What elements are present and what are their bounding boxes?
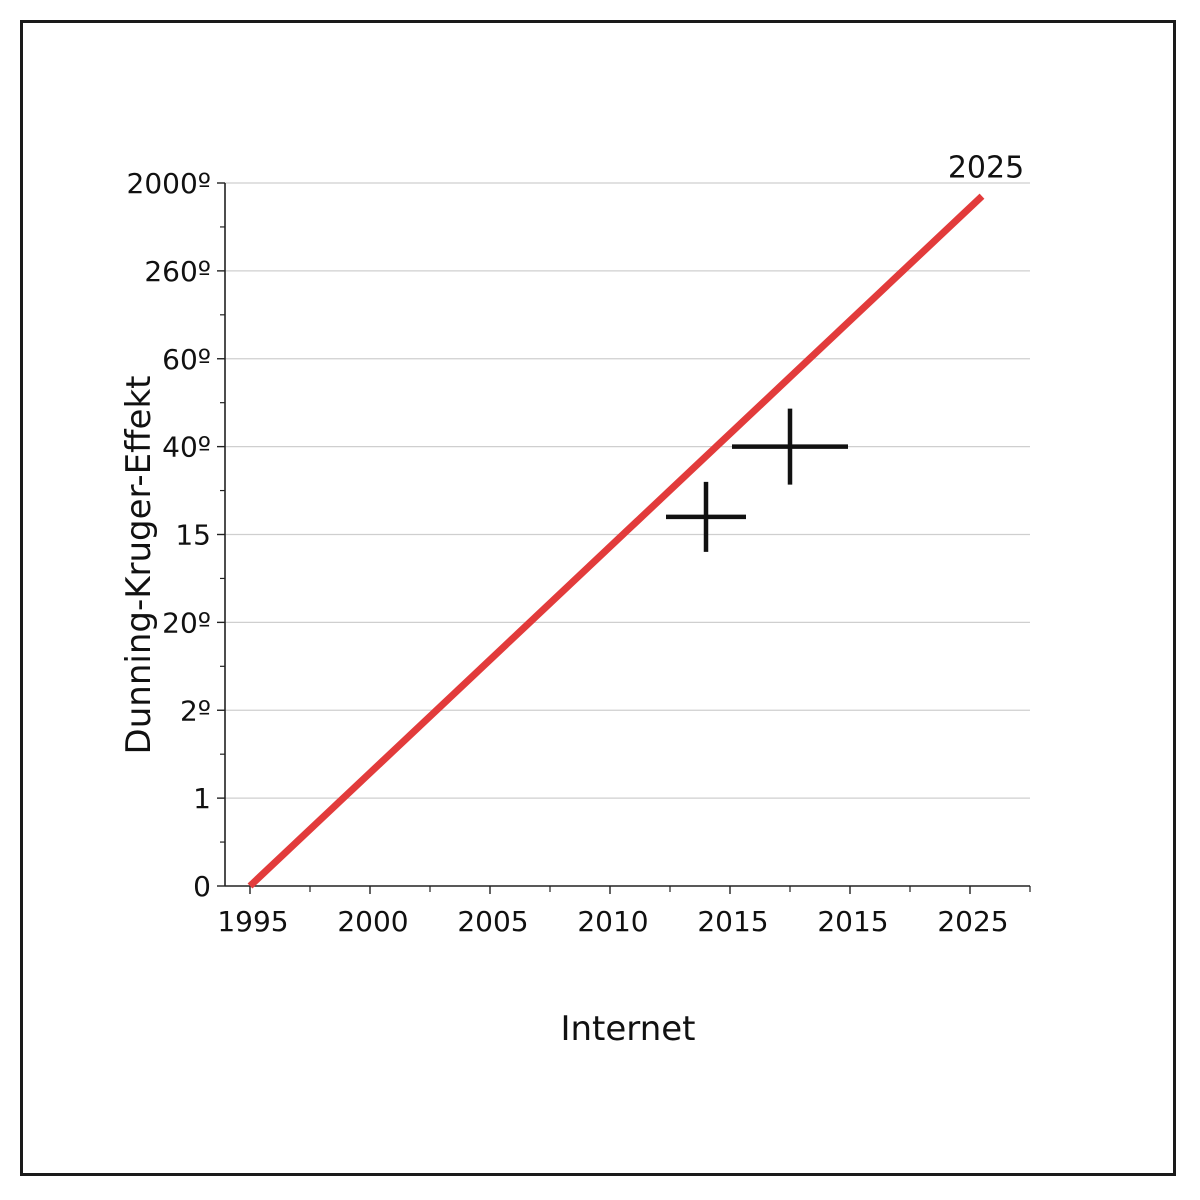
x-tick-label: 2005: [457, 905, 528, 938]
y-tick-label: 260º: [144, 255, 211, 288]
y-tick-label: 40º: [162, 431, 211, 464]
tick-marks: [217, 182, 1031, 894]
y-tick-label: 2º: [180, 694, 211, 727]
x-tick-label: 1995: [217, 905, 288, 938]
y-tick-label: 15: [175, 519, 211, 552]
x-tick-label: 2015: [817, 905, 888, 938]
y-tick-label: 2000º: [127, 167, 211, 200]
chart-frame: [20, 20, 1176, 1176]
x-tick-label: 2010: [577, 905, 648, 938]
x-axis-title: Internet: [560, 1009, 695, 1049]
y-tick-label: 20º: [162, 606, 211, 639]
annotations: 2025: [948, 150, 1024, 185]
x-tick-label: 2015: [697, 905, 768, 938]
series-line: [247, 193, 985, 889]
grid-lines: [225, 182, 1030, 799]
y-tick-label: 0: [193, 870, 211, 903]
y-tick-label: 1: [193, 782, 211, 815]
annotation-label: 2025: [948, 150, 1024, 185]
data-markers: [666, 408, 848, 552]
x-tick-label: 2025: [937, 905, 1008, 938]
y-tick-label: 60º: [162, 343, 211, 376]
series-lines: [247, 193, 985, 889]
x-tick-label: 2000: [337, 905, 408, 938]
y-axis-title: Dunning-Kruger-Effekt: [119, 376, 159, 755]
tick-labels: 0 1 2º 20º 15 40º 60º 260º 2000º 1995 2000 2005 2010…: [127, 167, 1009, 938]
